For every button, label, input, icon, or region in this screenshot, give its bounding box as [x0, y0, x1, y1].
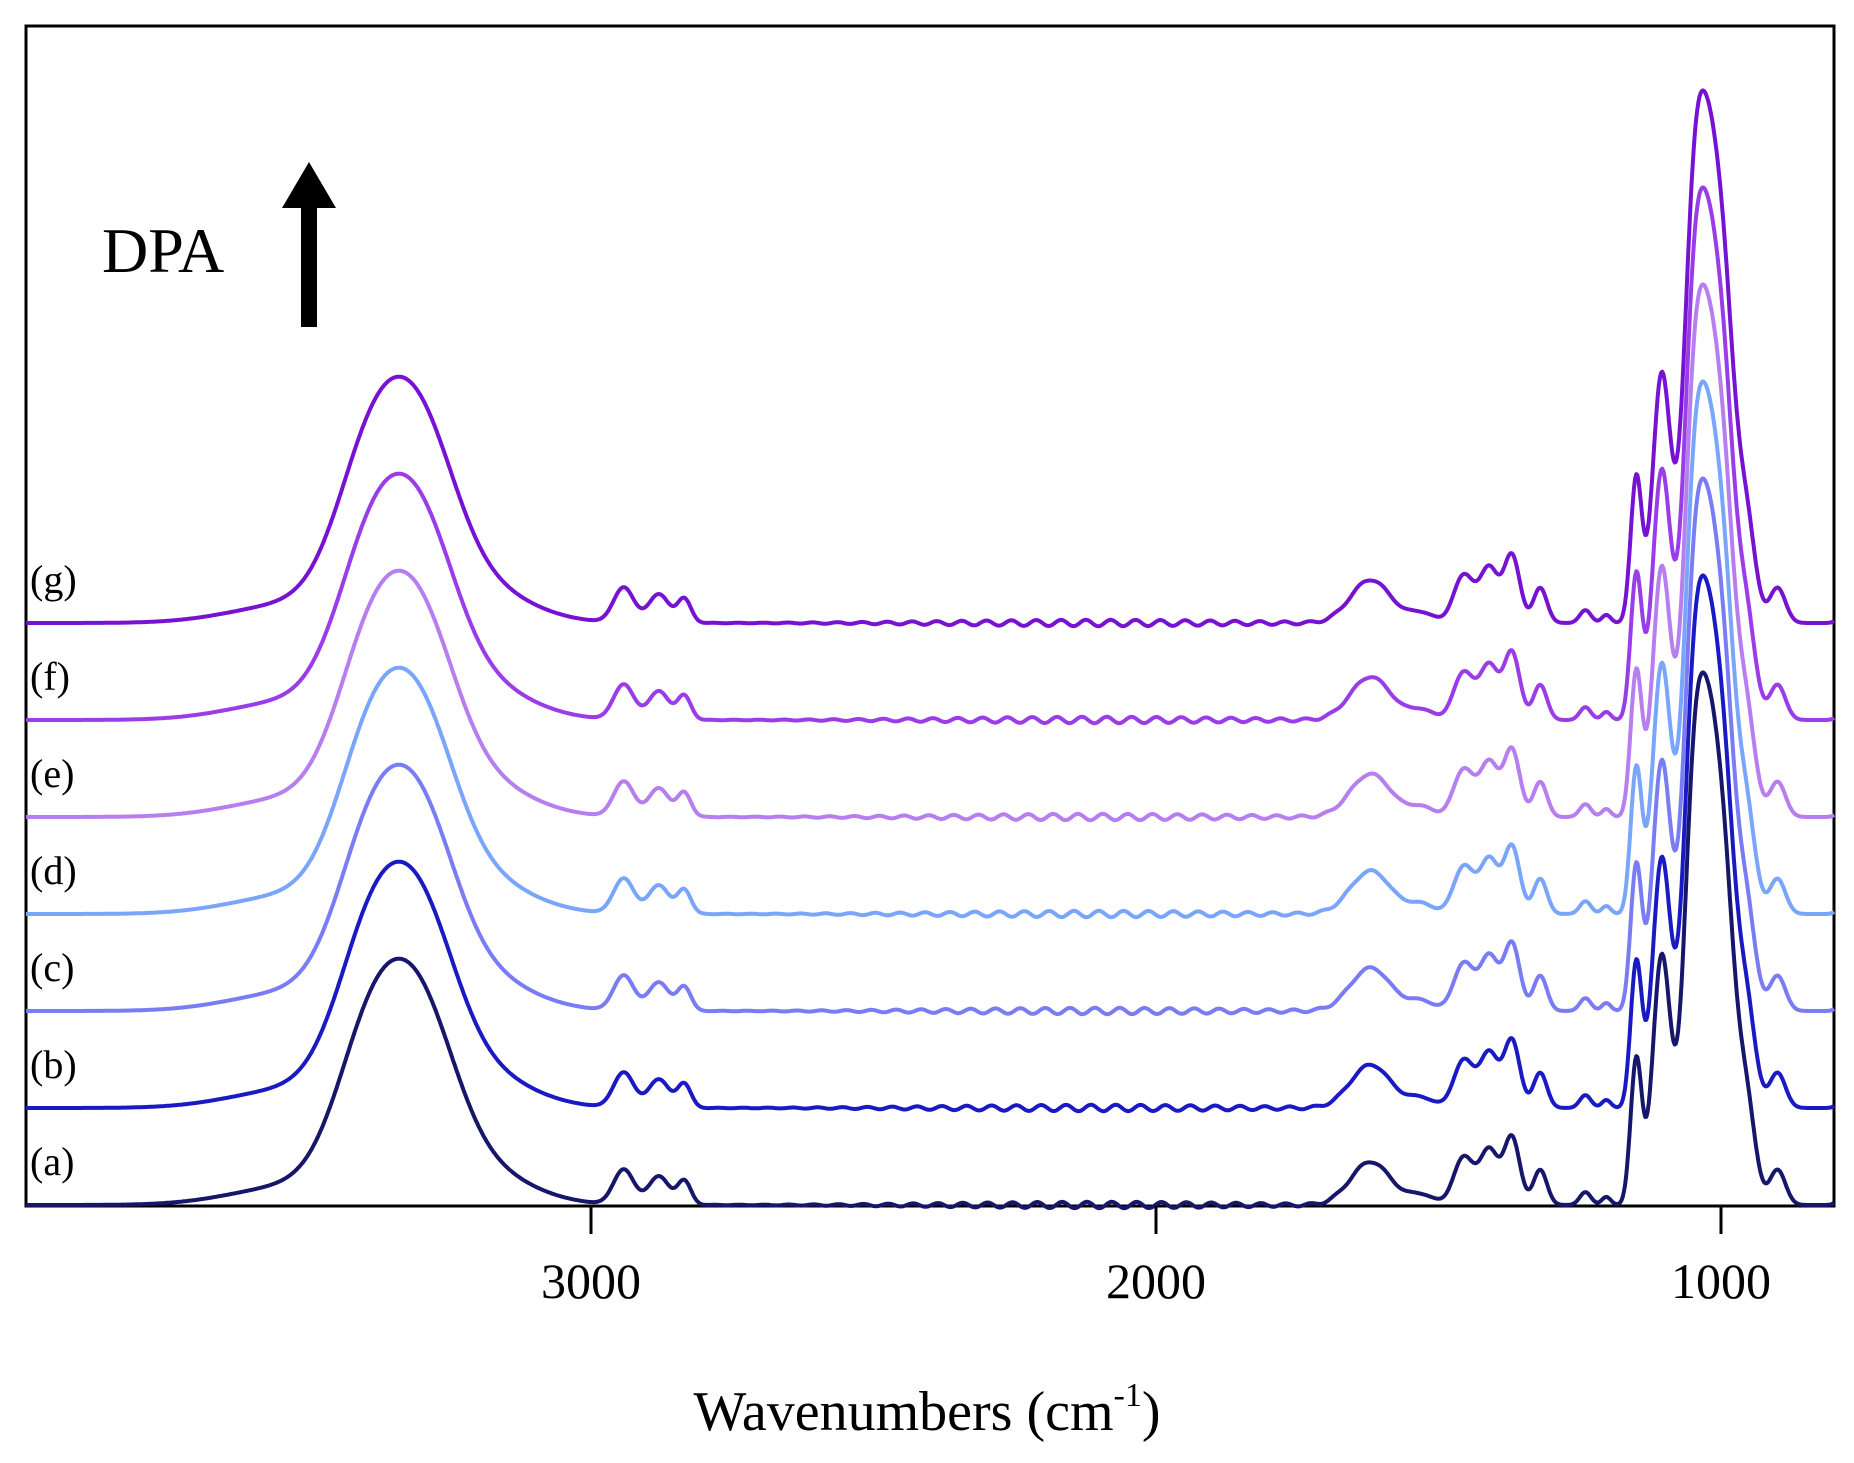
series-label-d: (d) — [30, 848, 77, 893]
dpa-arrow-icon — [282, 162, 336, 327]
series-line-e — [25, 282, 1836, 823]
series-labels: (a) (b) (c) (d) (e) (f) (g) — [30, 557, 77, 1184]
series-line-f — [25, 185, 1836, 726]
series-layer — [25, 88, 1836, 1211]
x-axis-title: Wavenumbers (cm-1) — [694, 1377, 1161, 1443]
series-line-d — [25, 379, 1836, 920]
dpa-annotation: DPA — [102, 162, 336, 327]
series-line-b — [25, 573, 1836, 1114]
x-tick-label-3000: 3000 — [541, 1253, 641, 1309]
series-line-g — [25, 88, 1836, 629]
series-label-e: (e) — [30, 751, 74, 796]
dpa-label: DPA — [102, 215, 224, 286]
plot-area-frame — [24, 24, 1836, 1208]
series-line-a — [25, 670, 1836, 1211]
series-label-g: (g) — [30, 557, 77, 602]
x-tick-label-1000: 1000 — [1671, 1253, 1771, 1309]
series-line-c — [25, 476, 1836, 1017]
series-label-b: (b) — [30, 1042, 77, 1087]
x-tick-label-2000: 2000 — [1106, 1253, 1206, 1309]
series-label-a: (a) — [30, 1139, 74, 1184]
x-axis: 3000 2000 1000 — [541, 1206, 1771, 1309]
series-label-f: (f) — [30, 654, 70, 699]
series-label-c: (c) — [30, 945, 74, 990]
